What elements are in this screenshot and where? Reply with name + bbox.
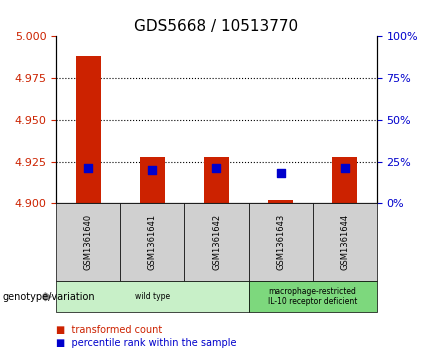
Text: ■  percentile rank within the sample: ■ percentile rank within the sample — [56, 338, 237, 348]
Text: genotype/variation: genotype/variation — [2, 292, 95, 302]
Point — [149, 167, 156, 173]
Text: GSM1361642: GSM1361642 — [212, 214, 221, 270]
Point — [277, 170, 284, 176]
Text: GSM1361643: GSM1361643 — [276, 214, 285, 270]
Bar — [268, 200, 293, 203]
Text: GSM1361640: GSM1361640 — [84, 214, 93, 270]
Point — [213, 165, 220, 171]
Bar — [76, 56, 100, 203]
Text: wild type: wild type — [135, 292, 170, 301]
Bar — [204, 156, 229, 203]
Text: ■  transformed count: ■ transformed count — [56, 325, 162, 335]
Text: macrophage-restricted
IL-10 receptor deficient: macrophage-restricted IL-10 receptor def… — [268, 287, 357, 306]
Point — [341, 165, 348, 171]
Bar — [333, 156, 357, 203]
Text: GSM1361641: GSM1361641 — [148, 214, 157, 270]
Bar — [140, 156, 165, 203]
Text: GSM1361644: GSM1361644 — [340, 214, 349, 270]
Title: GDS5668 / 10513770: GDS5668 / 10513770 — [134, 19, 299, 34]
Point — [85, 165, 92, 171]
